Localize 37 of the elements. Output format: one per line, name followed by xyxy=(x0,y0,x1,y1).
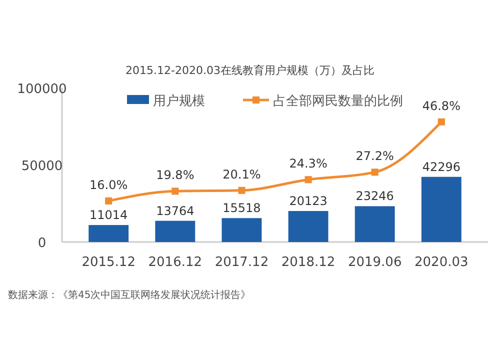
x-tick-label: 2017.12 xyxy=(214,255,269,270)
data-label: 27.2% xyxy=(356,149,394,164)
point xyxy=(105,197,112,204)
y-tick-label: 50000 xyxy=(21,159,63,174)
point xyxy=(304,176,312,184)
bar xyxy=(88,225,129,242)
data-label: 20123 xyxy=(289,194,328,208)
data-label: 16.0% xyxy=(90,178,128,192)
data-label: 24.3% xyxy=(289,156,328,171)
bar xyxy=(421,176,462,242)
point xyxy=(238,186,246,194)
data-label: 15518 xyxy=(222,201,261,216)
chart-title: 2015.12-2020.03在线教育用户规模（万）及占比 xyxy=(126,64,374,77)
point xyxy=(172,188,179,195)
x-tick-label: 2019.06 xyxy=(348,255,402,270)
data-label: 23246 xyxy=(356,189,394,204)
point xyxy=(371,168,378,176)
y-tick-label: 100000 xyxy=(17,82,67,97)
x-tick-label: 2015.12 xyxy=(82,255,136,270)
bar xyxy=(288,211,328,242)
data-label: 20.1% xyxy=(222,167,261,182)
data-label: 11014 xyxy=(90,208,128,222)
bar xyxy=(155,220,196,242)
legend-label: 占全部网民数量的比例 xyxy=(273,94,403,109)
legend-label: 用户规模 xyxy=(153,94,205,109)
x-tick-label: 2020.03 xyxy=(414,255,468,270)
data-label: 13764 xyxy=(156,204,194,218)
bar xyxy=(354,206,395,242)
x-tick-label: 2016.12 xyxy=(148,255,202,270)
data-label: 19.8% xyxy=(156,168,194,182)
data-label: 46.8% xyxy=(422,98,460,113)
data-label: 42296 xyxy=(422,160,460,174)
x-tick-label: 2018.12 xyxy=(281,255,336,270)
y-tick-label: 0 xyxy=(38,236,46,251)
point xyxy=(438,118,445,126)
source-note: 数据来源：《第45次中国互联网络发展状况统计报告》 xyxy=(8,289,251,301)
bar xyxy=(222,218,262,242)
